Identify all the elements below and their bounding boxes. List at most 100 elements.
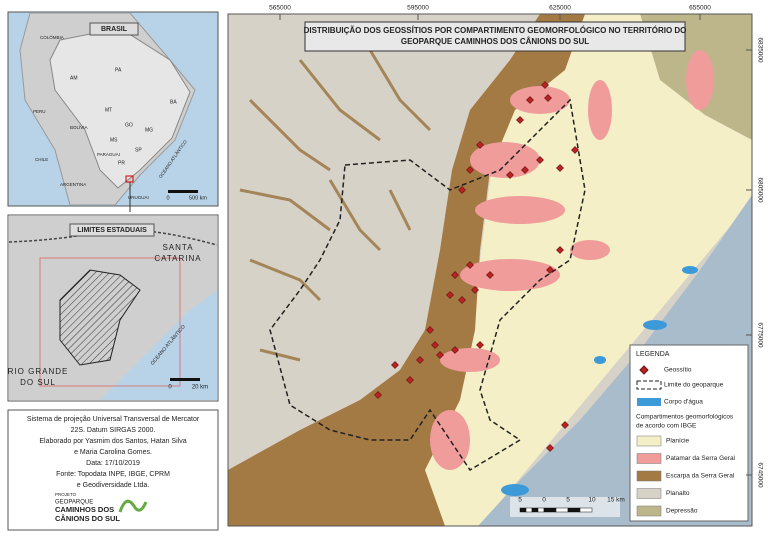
scale-segment [537,507,545,513]
x-coordinate: 655000 [689,5,711,12]
map-label: GO [125,122,133,128]
geossitio [516,116,524,124]
map-shape [686,50,714,110]
scale-segment [519,507,527,513]
geossitio [426,326,434,334]
main-map [228,14,752,526]
legend-subtitle: de acordo com IBGE [636,423,697,430]
map-shape [49,27,191,189]
geossitio [536,156,544,164]
map-label: COLÔMBIA [40,34,64,40]
map-shape [39,257,181,387]
geossitio [374,391,382,399]
geossitio [446,291,454,299]
map-title: GEOPARQUE CAMINHOS DOS CÂNIONS DO SUL [401,37,589,46]
scale-label: 5 [566,497,570,504]
map-label: URUGUAI [128,195,149,200]
logo-text: CAMINHOS DOS [55,505,114,514]
valleys [239,49,432,362]
legend-label: Planície [666,438,690,445]
geossitio [476,341,484,349]
map-title: DISTRIBUIÇÃO DOS GEOSSÍTIOS POR COMPARTI… [304,26,687,35]
scale-segment [531,507,539,513]
geossitio [521,166,529,174]
legend-label: Patamar da Serra Geral [666,455,736,462]
legend-swatch [636,470,662,482]
geossitio [476,141,484,149]
scale-label: 0 [168,385,172,391]
geossitio [556,246,564,254]
geossitio [541,81,549,89]
legend-swatch [636,488,662,499]
map-label: BOLÍVIA [70,124,88,130]
map-shape [249,258,322,302]
x-coordinate: 565000 [269,5,291,12]
map-label: PR [118,160,125,166]
map-label: AM [70,75,78,81]
logo-text: GEOPARQUE [55,500,93,506]
logo-mark [118,499,148,513]
geossitio [526,96,534,104]
credit-line: e Maria Carolina Gomes. [74,449,152,456]
map-shape [248,98,331,172]
map-shape [388,189,412,231]
map-label: BA [170,99,177,105]
map-shape [510,86,570,114]
map-shape [475,196,565,224]
map-label: ARGENTINA [60,182,86,187]
legend-swatch [636,453,662,464]
geossitio [391,361,399,369]
inset-states [9,216,217,400]
map-shape [682,266,698,274]
map-label: PA [115,67,122,73]
scale-label: 0 [166,195,169,201]
map-label: PERU [33,109,46,114]
map-shape [588,80,612,140]
scale-label: 5 [518,497,522,504]
state-label: DO SUL [20,378,56,387]
legend-boundary [636,380,662,390]
map-frame [227,13,753,527]
map-shape [501,484,529,496]
legend-subtitle: Compartimentos geomorfológicos [636,414,734,421]
geossitio [451,271,459,279]
credit-line: Sistema de projeção Universal Transversa… [27,416,200,423]
map-shape [430,410,470,470]
map-shape [368,49,432,132]
geossitio [466,166,474,174]
map-label: PARAGUAI [97,152,120,157]
scale-label: 20 km [192,385,208,391]
geossitio [451,346,459,354]
geossitio [436,351,444,359]
credit-line: Data: 17/10/2019 [86,460,140,467]
brasil-title-box [89,22,139,36]
legend-title: LEGENDA [636,351,670,358]
scale-label: 0 [542,497,546,504]
geossitio [431,341,439,349]
credits-box [7,409,219,531]
geossitio [458,296,466,304]
geossitio [556,164,564,172]
map-shape [570,240,610,260]
geossitio [458,186,466,194]
geossitio [546,444,554,452]
x-coordinate: 625000 [549,5,571,12]
states-title-box [69,223,155,237]
legend-label: Geossítio [664,367,692,374]
y-coordinate: 6835000 [756,37,763,63]
geossitio [544,94,552,102]
credit-line: e Geodiversidade Ltda. [77,482,149,489]
geopark-boundary [269,98,586,472]
scale-segment [170,378,200,381]
scale-label: 10 [588,497,596,504]
map-shape [643,320,667,330]
legend-water [637,398,661,406]
escarpa-area [228,14,585,526]
geossitio [471,286,479,294]
geossitio [416,356,424,364]
scale-label: 15 km [607,497,625,504]
map-shape [594,356,606,364]
map-label: CHILE [35,157,48,162]
credit-line: Fonte: Topodata INPE, IBGE, CPRM [56,471,170,478]
